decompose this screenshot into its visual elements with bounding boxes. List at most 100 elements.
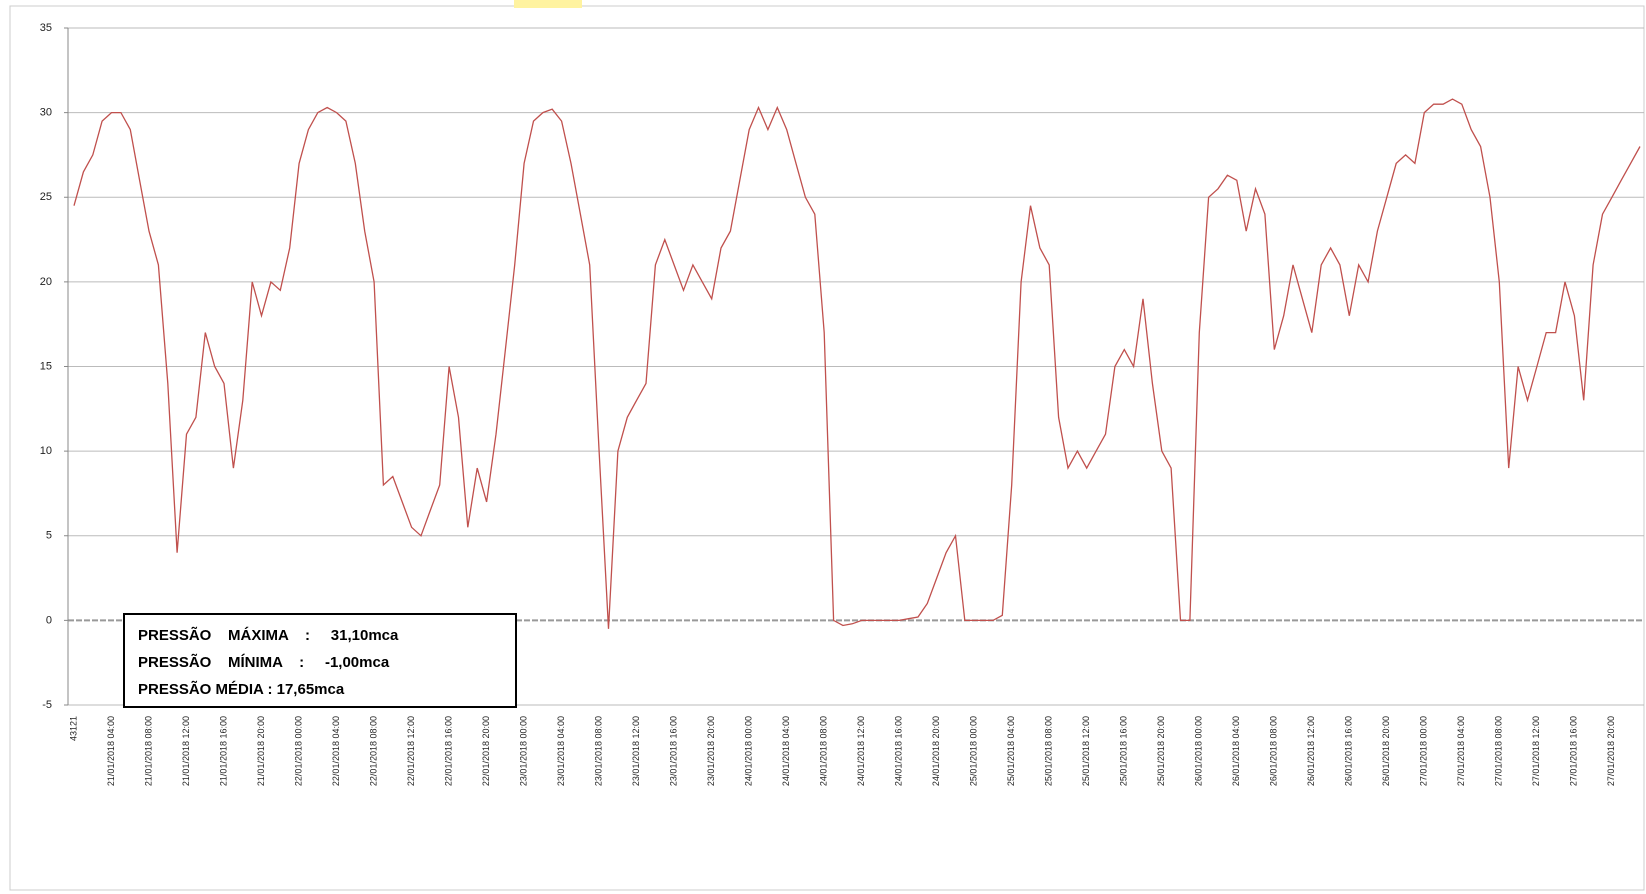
x-tick-label: 22/01/2018 00:00 <box>293 716 303 786</box>
x-tick-group: 23/01/2018 16:00 <box>669 716 679 786</box>
x-tick-label: 27/01/2018 16:00 <box>1569 716 1579 786</box>
x-tick-group: 22/01/2018 00:00 <box>293 716 303 786</box>
x-tick-label: 24/01/2018 08:00 <box>819 716 829 786</box>
x-tick-label: 23/01/2018 00:00 <box>518 716 528 786</box>
x-tick-group: 25/01/2018 12:00 <box>1081 716 1091 786</box>
x-tick-label: 25/01/2018 08:00 <box>1044 716 1054 786</box>
x-tick-group: 22/01/2018 20:00 <box>481 716 491 786</box>
x-tick-group: 25/01/2018 20:00 <box>1156 716 1166 786</box>
x-tick-label: 22/01/2018 04:00 <box>331 716 341 786</box>
x-tick-label: 24/01/2018 20:00 <box>931 716 941 786</box>
stats-text: PRESSÃO MÁXIMA : 31,10mca <box>138 626 399 644</box>
y-tick-label: 35 <box>40 22 52 34</box>
x-tick-group: 21/01/2018 12:00 <box>181 716 191 786</box>
x-tick-label: 27/01/2018 08:00 <box>1494 716 1504 786</box>
x-tick-group: 24/01/2018 16:00 <box>894 716 904 786</box>
x-tick-label: 23/01/2018 04:00 <box>556 716 566 786</box>
x-tick-label: 24/01/2018 00:00 <box>744 716 754 786</box>
x-tick-label: 24/01/2018 16:00 <box>894 716 904 786</box>
x-tick-label: 26/01/2018 12:00 <box>1306 716 1316 786</box>
x-tick-label: 21/01/2018 08:00 <box>143 716 153 786</box>
x-tick-label: 25/01/2018 12:00 <box>1081 716 1091 786</box>
y-tick-label: 10 <box>40 445 52 457</box>
x-tick-group: 21/01/2018 08:00 <box>143 716 153 786</box>
x-tick-label: 21/01/2018 20:00 <box>256 716 266 786</box>
x-tick-group: 24/01/2018 08:00 <box>819 716 829 786</box>
x-tick-label: 22/01/2018 12:00 <box>406 716 416 786</box>
x-tick-label: 43121 <box>68 716 78 741</box>
data-line <box>73 98 1641 629</box>
x-tick-group: 26/01/2018 00:00 <box>1194 716 1204 786</box>
x-tick-group: 25/01/2018 08:00 <box>1044 716 1054 786</box>
x-tick-group: 26/01/2018 20:00 <box>1381 716 1391 786</box>
y-tick-label: 25 <box>40 191 52 203</box>
x-tick-group: 26/01/2018 16:00 <box>1344 716 1354 786</box>
x-tick-label: 23/01/2018 08:00 <box>594 716 604 786</box>
x-tick-label: 21/01/2018 16:00 <box>218 716 228 786</box>
chart-frame <box>9 5 1645 891</box>
x-tick-label: 26/01/2018 00:00 <box>1194 716 1204 786</box>
x-tick-group: 24/01/2018 00:00 <box>744 716 754 786</box>
highlight <box>514 0 582 8</box>
y-tick-label: 0 <box>46 614 52 626</box>
x-tick-label: 25/01/2018 16:00 <box>1119 716 1129 786</box>
x-tick-group: 43121 <box>68 716 78 741</box>
x-tick-group: 22/01/2018 04:00 <box>331 716 341 786</box>
x-tick-group: 24/01/2018 20:00 <box>931 716 941 786</box>
y-tick-label: 30 <box>40 107 52 119</box>
x-tick-group: 25/01/2018 16:00 <box>1119 716 1129 786</box>
x-tick-label: 24/01/2018 12:00 <box>856 716 866 786</box>
x-tick-group: 22/01/2018 12:00 <box>406 716 416 786</box>
x-tick-label: 21/01/2018 12:00 <box>181 716 191 786</box>
stats-box <box>123 613 517 708</box>
x-tick-group: 23/01/2018 00:00 <box>518 716 528 786</box>
x-tick-group: 27/01/2018 12:00 <box>1531 716 1541 786</box>
x-tick-group: 27/01/2018 16:00 <box>1569 716 1579 786</box>
stats-text: PRESSÃO MÍNIMA : -1,00mca <box>138 653 390 671</box>
x-tick-label: 21/01/2018 04:00 <box>106 716 116 786</box>
x-tick-label: 26/01/2018 08:00 <box>1269 716 1279 786</box>
x-tick-label: 24/01/2018 04:00 <box>781 716 791 786</box>
x-tick-label: 27/01/2018 20:00 <box>1606 716 1616 786</box>
x-tick-group: 27/01/2018 20:00 <box>1606 716 1616 786</box>
x-tick-group: 23/01/2018 12:00 <box>631 716 641 786</box>
x-tick-label: 26/01/2018 04:00 <box>1231 716 1241 786</box>
x-tick-group: 23/01/2018 08:00 <box>594 716 604 786</box>
x-tick-label: 26/01/2018 20:00 <box>1381 716 1391 786</box>
x-tick-group: 23/01/2018 04:00 <box>556 716 566 786</box>
x-tick-group: 21/01/2018 20:00 <box>256 716 266 786</box>
x-tick-label: 22/01/2018 20:00 <box>481 716 491 786</box>
x-tick-group: 26/01/2018 08:00 <box>1269 716 1279 786</box>
y-tick-label: 20 <box>40 276 52 288</box>
x-tick-group: 27/01/2018 04:00 <box>1456 716 1466 786</box>
y-tick-label: 15 <box>40 360 52 372</box>
x-tick-label: 22/01/2018 08:00 <box>368 716 378 786</box>
x-tick-group: 22/01/2018 16:00 <box>443 716 453 786</box>
x-tick-group: 25/01/2018 04:00 <box>1006 716 1016 786</box>
x-tick-group: 26/01/2018 04:00 <box>1231 716 1241 786</box>
x-tick-label: 25/01/2018 20:00 <box>1156 716 1166 786</box>
x-tick-group: 23/01/2018 20:00 <box>706 716 716 786</box>
x-tick-group: 24/01/2018 12:00 <box>856 716 866 786</box>
y-tick-label: -5 <box>42 699 52 711</box>
stats-text: PRESSÃO MÉDIA : 17,65mca <box>138 680 345 698</box>
x-tick-label: 26/01/2018 16:00 <box>1344 716 1354 786</box>
x-tick-group: 21/01/2018 04:00 <box>106 716 116 786</box>
x-tick-label: 27/01/2018 12:00 <box>1531 716 1541 786</box>
x-tick-label: 23/01/2018 12:00 <box>631 716 641 786</box>
x-tick-group: 21/01/2018 16:00 <box>218 716 228 786</box>
x-tick-group: 26/01/2018 12:00 <box>1306 716 1316 786</box>
x-tick-label: 22/01/2018 16:00 <box>443 716 453 786</box>
x-tick-label: 27/01/2018 00:00 <box>1419 716 1429 786</box>
x-tick-group: 27/01/2018 00:00 <box>1419 716 1429 786</box>
x-tick-group: 24/01/2018 04:00 <box>781 716 791 786</box>
x-tick-label: 27/01/2018 04:00 <box>1456 716 1466 786</box>
x-tick-group: 22/01/2018 08:00 <box>368 716 378 786</box>
x-tick-label: 25/01/2018 00:00 <box>969 716 979 786</box>
x-tick-group: 27/01/2018 08:00 <box>1494 716 1504 786</box>
x-tick-label: 23/01/2018 16:00 <box>669 716 679 786</box>
y-tick-label: 5 <box>46 530 52 542</box>
x-tick-group: 25/01/2018 00:00 <box>969 716 979 786</box>
x-tick-label: 25/01/2018 04:00 <box>1006 716 1016 786</box>
